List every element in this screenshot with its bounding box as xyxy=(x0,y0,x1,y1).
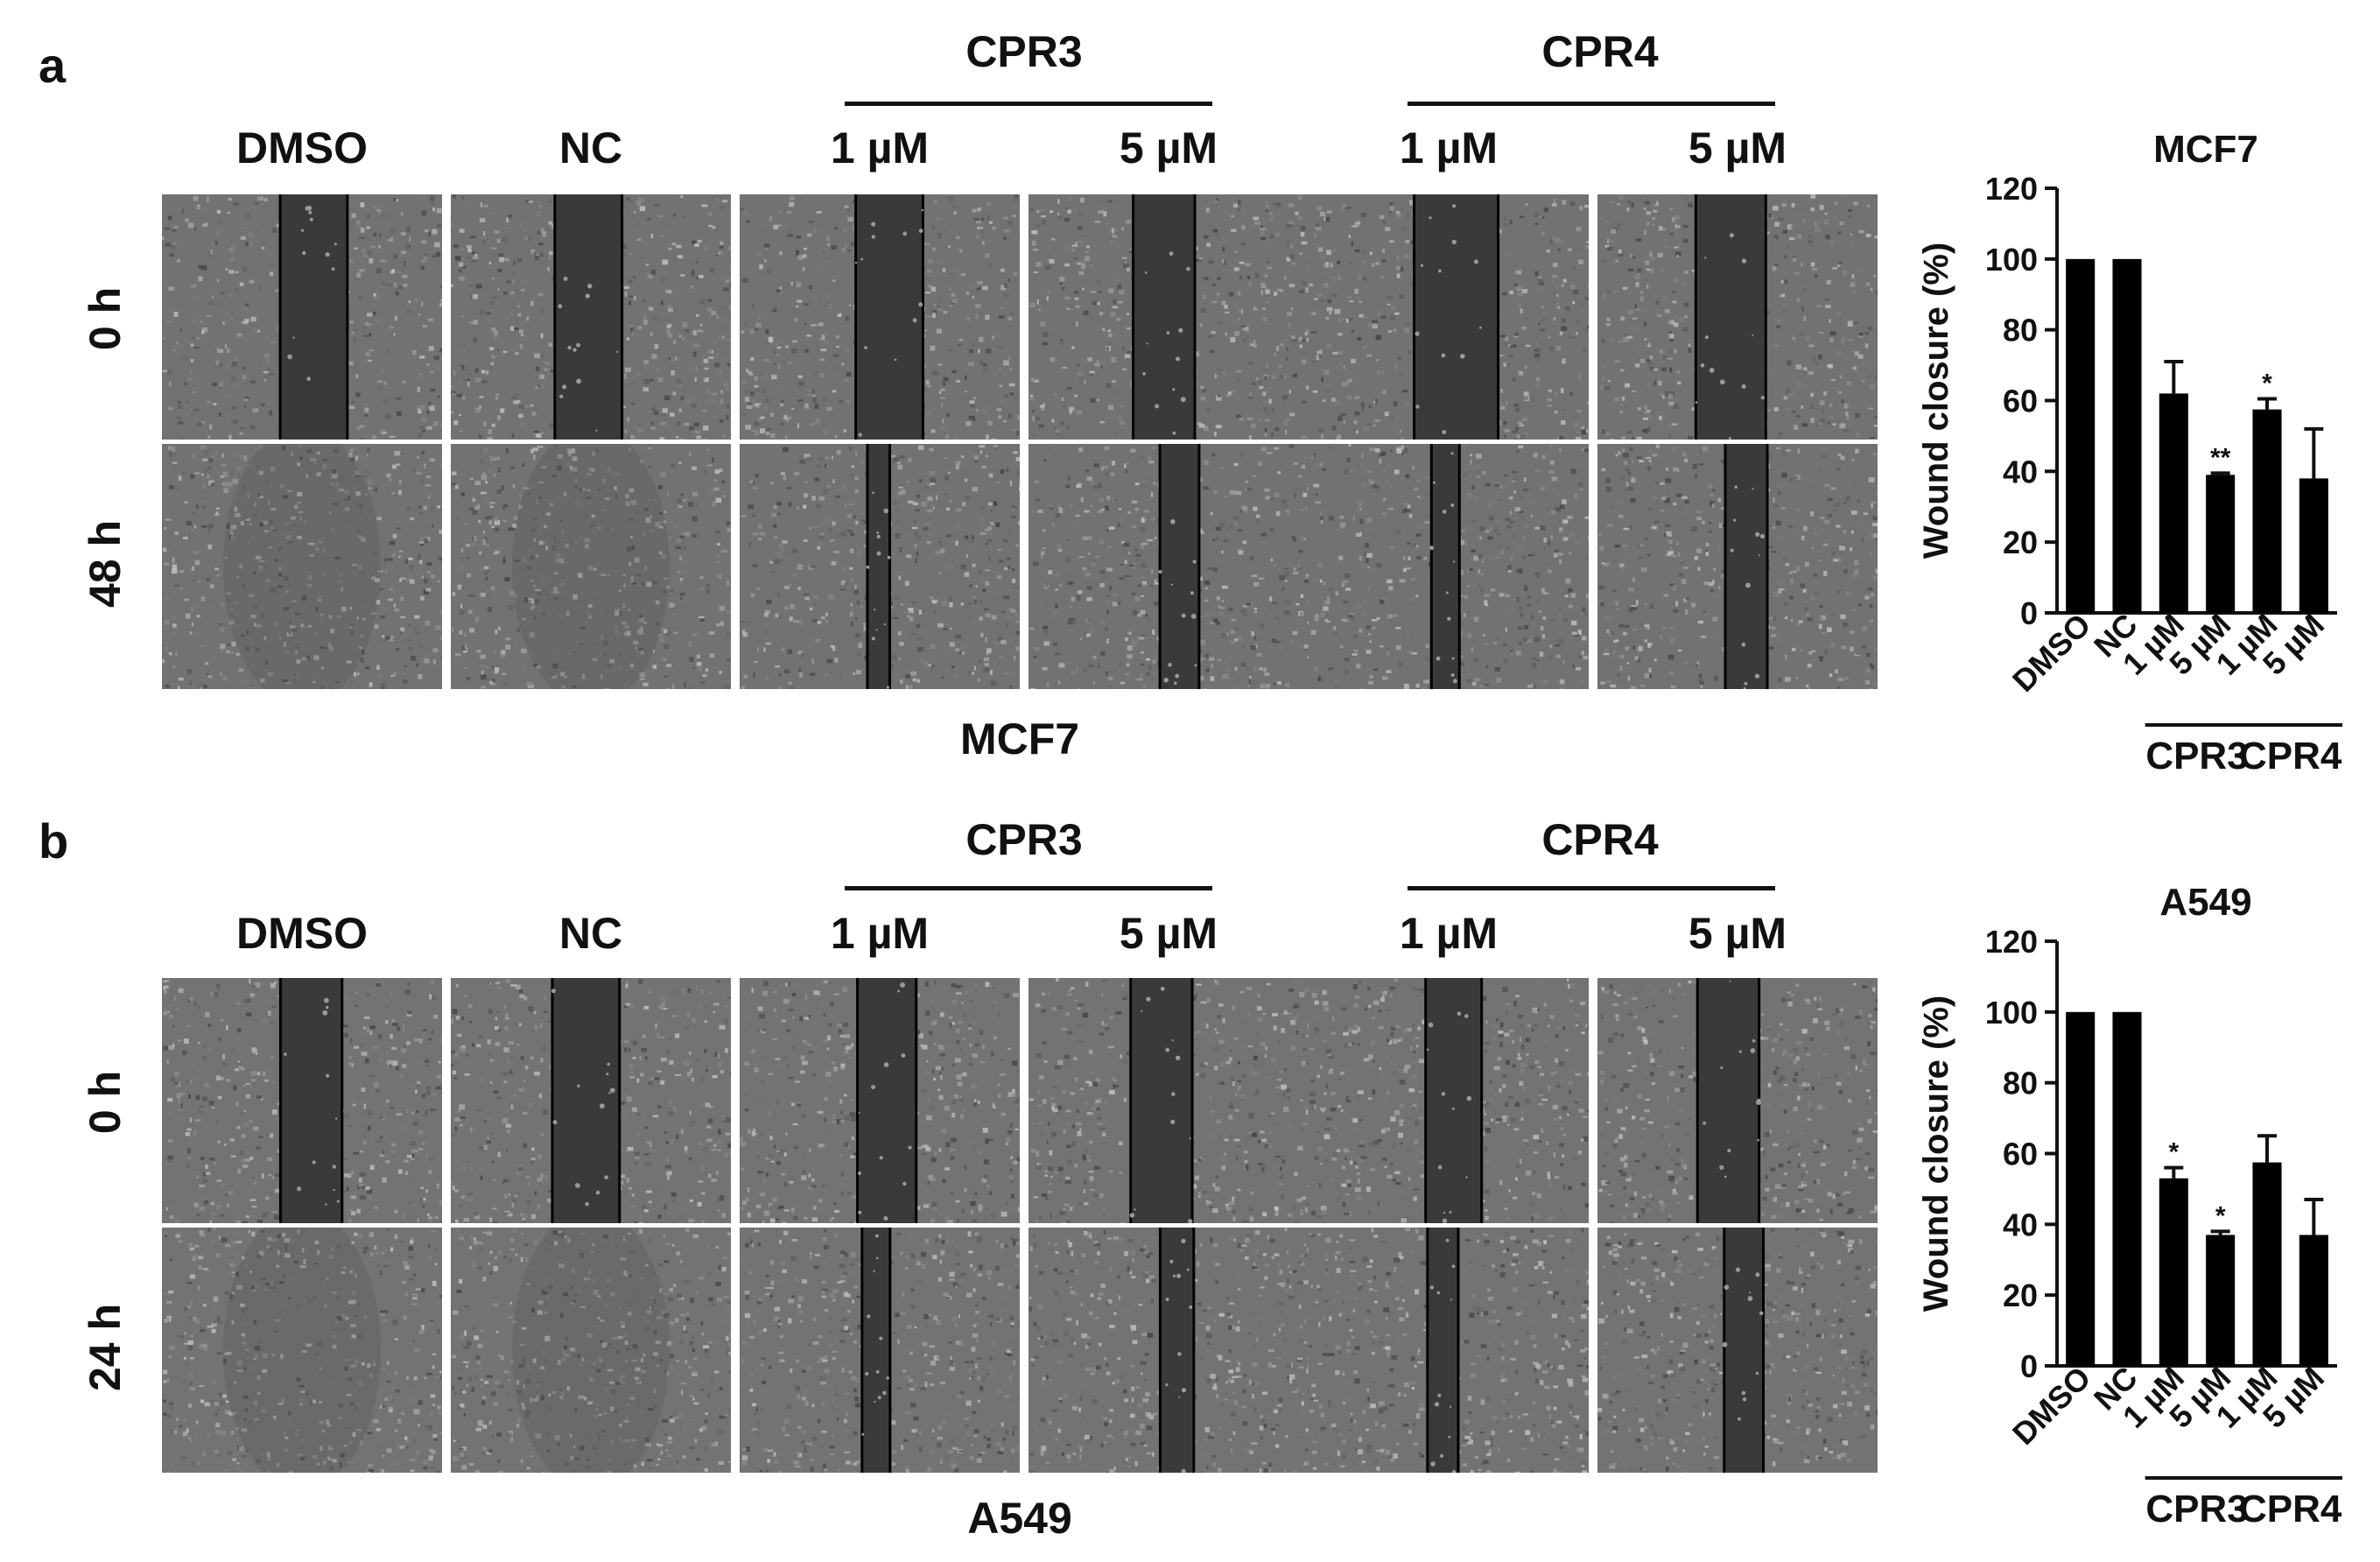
micrograph-mcf7-0h-col3 xyxy=(740,194,1020,440)
bar xyxy=(2112,258,2142,613)
group-underline-cpr4-b xyxy=(1408,886,1775,890)
group-underline-cpr4 xyxy=(1408,102,1775,106)
bar xyxy=(2299,478,2328,613)
bar xyxy=(2066,258,2096,613)
micrograph-mcf7-0h-col2 xyxy=(451,194,731,440)
micrograph-a549-0h-col2 xyxy=(451,978,731,1223)
group-label-cpr4-b: CPR4 xyxy=(1541,815,1659,864)
micrograph-a549-0h-col3 xyxy=(740,978,1020,1223)
y-tick-label: 60 xyxy=(2003,383,2038,419)
micrograph-a549-24h-col1 xyxy=(162,1228,442,1473)
bar xyxy=(2159,393,2188,613)
micrograph-a549-24h-col6 xyxy=(1597,1228,1878,1473)
col-label-cpr3-5um: 5 µM xyxy=(1119,123,1218,172)
significance-mark: * xyxy=(2168,1138,2179,1167)
row-label-0h: 0 h xyxy=(81,286,130,351)
col-label-cpr3-5um-b: 5 µM xyxy=(1119,909,1218,958)
y-tick-label: 120 xyxy=(1985,171,2038,207)
chart-title: MCF7 xyxy=(2153,128,2258,171)
micrograph-a549-24h-col4 xyxy=(1029,1228,1309,1473)
micrograph-mcf7-48h-col5 xyxy=(1309,444,1589,689)
micrograph-a549-24h-col5 xyxy=(1309,1228,1589,1473)
y-tick-label: 80 xyxy=(2003,1066,2038,1101)
micrograph-a549-24h-col3 xyxy=(740,1228,1020,1473)
micrograph-mcf7-0h-col5 xyxy=(1309,194,1589,440)
y-tick-label: 80 xyxy=(2003,313,2038,348)
col-label-cpr3-1um: 1 µM xyxy=(830,123,930,172)
micrograph-mcf7-0h-col1 xyxy=(162,194,442,440)
micrograph-mcf7-48h-col4 xyxy=(1029,444,1309,689)
bar-chart-mcf7: MCF7 Wound closure (%) 0 20 40 60 80 100 120 DMSO… xyxy=(1917,128,2342,777)
y-tick-label: 40 xyxy=(2003,454,2038,489)
col-label-cpr3-1um-b: 1 µM xyxy=(830,909,930,958)
bar xyxy=(2206,475,2236,613)
x-tick-label: DMSO xyxy=(2005,607,2097,699)
micrograph-a549-0h-col5 xyxy=(1309,978,1589,1223)
bar xyxy=(2112,1011,2142,1366)
group-label: CPR4 xyxy=(2239,1488,2342,1530)
group-label-cpr4: CPR4 xyxy=(1541,27,1659,76)
micrograph-a549-0h-col4 xyxy=(1029,978,1309,1223)
group-underline-cpr3-b xyxy=(845,886,1212,890)
chart-title: A549 xyxy=(2159,881,2251,924)
y-tick-label: 20 xyxy=(2003,524,2038,560)
group-label: CPR4 xyxy=(2239,735,2342,777)
y-tick-label: 0 xyxy=(2020,595,2038,631)
group-label-cpr3-b: CPR3 xyxy=(965,815,1083,864)
group-label: CPR3 xyxy=(2145,735,2248,777)
significance-mark: ** xyxy=(2210,443,2231,472)
micrograph-mcf7-48h-col1 xyxy=(162,444,442,689)
y-tick-label: 100 xyxy=(1985,995,2038,1031)
bar xyxy=(2252,1162,2282,1366)
row-label-48h: 48 h xyxy=(81,519,130,609)
micrograph-a549-24h-col2 xyxy=(451,1228,731,1473)
significance-mark: * xyxy=(2215,1201,2226,1230)
group-label-cpr3: CPR3 xyxy=(965,27,1083,76)
cell-line-label-a549: A549 xyxy=(967,1494,1072,1543)
micrograph-a549-0h-col1 xyxy=(162,978,442,1223)
row-label-0h-b: 0 h xyxy=(81,1070,130,1135)
bar xyxy=(2206,1235,2236,1366)
y-tick-label: 20 xyxy=(2003,1277,2038,1313)
significance-mark: * xyxy=(2262,369,2272,398)
bar xyxy=(2066,1011,2096,1366)
bar xyxy=(2159,1178,2188,1366)
y-axis-label: Wound closure (%) xyxy=(1917,243,1955,559)
bar xyxy=(2252,409,2282,613)
y-tick-label: 120 xyxy=(1985,924,2038,960)
col-label-nc-b: NC xyxy=(558,909,623,958)
micrograph-mcf7-0h-col4 xyxy=(1029,194,1309,440)
y-tick-label: 100 xyxy=(1985,242,2038,278)
group-underline-cpr3 xyxy=(845,102,1212,106)
group-label: CPR3 xyxy=(2145,1488,2248,1530)
col-label-dmso-b: DMSO xyxy=(236,909,368,958)
y-tick-label: 40 xyxy=(2003,1207,2038,1242)
panel-letter-b: b xyxy=(39,813,69,869)
col-label-cpr4-5um-b: 5 µM xyxy=(1688,909,1787,958)
col-label-dmso: DMSO xyxy=(236,123,368,172)
micrograph-mcf7-48h-col6 xyxy=(1597,444,1878,689)
col-label-cpr4-1um-b: 1 µM xyxy=(1399,909,1499,958)
cell-line-label-mcf7: MCF7 xyxy=(959,714,1080,763)
micrograph-mcf7-48h-col3 xyxy=(740,444,1020,689)
micrograph-mcf7-0h-col6 xyxy=(1597,194,1878,440)
y-tick-label: 60 xyxy=(2003,1136,2038,1172)
col-label-cpr4-5um: 5 µM xyxy=(1688,123,1787,172)
micrograph-mcf7-48h-col2 xyxy=(451,444,731,689)
y-tick-label: 0 xyxy=(2020,1348,2038,1384)
panel-letter-a: a xyxy=(39,38,67,93)
row-label-24h: 24 h xyxy=(81,1303,130,1392)
bar-chart-a549: A549 Wound closure (%) 0 20 40 60 80 100 120 DMSO… xyxy=(1917,881,2342,1530)
bar xyxy=(2299,1235,2328,1366)
col-label-nc: NC xyxy=(558,123,623,172)
x-tick-label: DMSO xyxy=(2005,1360,2097,1452)
micrograph-a549-0h-col6 xyxy=(1597,978,1878,1223)
y-axis-label: Wound closure (%) xyxy=(1917,996,1955,1312)
col-label-cpr4-1um: 1 µM xyxy=(1399,123,1499,172)
